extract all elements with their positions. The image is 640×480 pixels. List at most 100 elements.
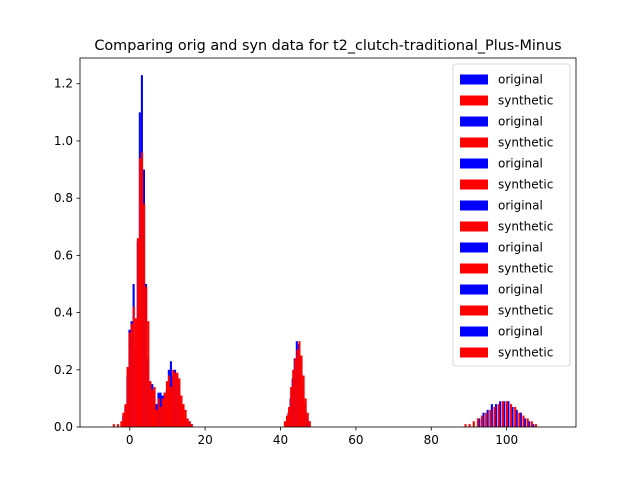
- legend-label-4: original: [498, 157, 543, 171]
- synthetic-bar-54: [481, 415, 484, 427]
- synthetic-bar-18: [153, 386, 156, 427]
- y-tick-label-3: 0.6: [54, 248, 73, 262]
- synthetic-bar-47: [304, 398, 307, 427]
- synthetic-bar-58: [497, 404, 500, 427]
- x-tick-label-5: 100: [495, 433, 518, 447]
- synthetic-bar-1: [116, 424, 120, 427]
- synthetic-bar-16: [149, 381, 152, 427]
- synthetic-bar-37: [283, 421, 286, 427]
- y-tick-label-1: 0.2: [54, 363, 73, 377]
- synthetic-bar-0: [112, 424, 115, 427]
- synthetic-bar-36: [190, 424, 193, 427]
- synthetic-bar-43: [296, 349, 299, 427]
- synthetic-bar-9: [134, 318, 137, 427]
- synthetic-bar-35: [188, 421, 191, 427]
- legend-label-6: original: [498, 199, 543, 213]
- legend-swatch-10: [460, 284, 488, 295]
- legend-label-0: original: [498, 73, 543, 87]
- legend-label-10: original: [498, 283, 543, 297]
- synthetic-bar-49: [308, 421, 311, 427]
- synthetic-bar-22: [161, 398, 164, 427]
- synthetic-bar-51: [468, 424, 471, 427]
- synthetic-bar-64: [522, 415, 525, 427]
- legend-swatch-7: [460, 221, 488, 232]
- synthetic-bar-8: [132, 306, 135, 427]
- synthetic-bar-60: [505, 401, 508, 427]
- synthetic-bar-4: [124, 404, 127, 427]
- legend-label-13: synthetic: [498, 346, 553, 360]
- x-axis: 0 20 40 60 80 100: [126, 427, 518, 447]
- original-bar-49: [490, 404, 493, 427]
- synthetic-bar-11: [138, 158, 142, 427]
- original-bar-52: [503, 401, 506, 427]
- synthetic-bar-28: [174, 372, 177, 427]
- chart-title: Comparing orig and syn data for t2_clutc…: [94, 38, 561, 54]
- legend-swatch-0: [460, 74, 488, 85]
- synthetic-bar-29: [176, 372, 179, 427]
- legend-label-9: synthetic: [498, 262, 553, 276]
- synthetic-bar-42: [294, 358, 297, 427]
- legend-swatch-4: [460, 158, 488, 169]
- legend-label-7: synthetic: [498, 220, 553, 234]
- synthetic-bar-6: [128, 332, 131, 427]
- synthetic-bar-61: [510, 404, 513, 427]
- synthetic-bar-14: [145, 286, 148, 427]
- original-bar-47: [482, 412, 485, 427]
- synthetic-bar-21: [159, 406, 162, 427]
- synthetic-bar-34: [186, 418, 189, 427]
- synthetic-bar-46: [302, 375, 305, 427]
- synthetic-bar-15: [147, 321, 150, 427]
- synthetic-bar-57: [493, 406, 496, 427]
- legend-label-12: original: [498, 325, 543, 339]
- original-bar-46: [478, 418, 481, 427]
- synthetic-bar-13: [143, 203, 146, 427]
- legend-box: [452, 63, 571, 367]
- synthetic-bar-20: [157, 398, 160, 427]
- legend: original synthetic original synthetic origin…: [452, 63, 571, 367]
- synthetic-bars: [112, 152, 537, 427]
- synthetic-bar-2: [120, 421, 123, 427]
- legend-label-11: synthetic: [498, 304, 553, 318]
- original-bar-53: [507, 401, 510, 427]
- y-tick-label-5: 1.0: [54, 134, 73, 148]
- legend-swatch-1: [460, 95, 488, 106]
- original-bar-56: [519, 412, 522, 427]
- synthetic-bar-25: [168, 375, 171, 427]
- synthetic-bar-33: [184, 409, 187, 427]
- synthetic-bar-53: [476, 418, 479, 427]
- original-bar-58: [528, 421, 531, 427]
- synthetic-bar-26: [170, 386, 173, 427]
- legend-label-3: synthetic: [498, 136, 553, 150]
- synthetic-bar-17: [151, 389, 154, 427]
- legend-label-5: synthetic: [498, 178, 553, 192]
- original-bar-59: [532, 424, 535, 427]
- legend-swatch-2: [460, 116, 488, 127]
- synthetic-bar-65: [526, 418, 529, 427]
- legend-swatch-8: [460, 242, 488, 253]
- legend-swatch-12: [460, 326, 488, 337]
- synthetic-bar-40: [290, 386, 293, 427]
- synthetic-bar-10: [136, 238, 139, 427]
- y-tick-label-0: 0.0: [54, 420, 73, 434]
- synthetic-bar-3: [122, 412, 125, 427]
- original-bar-57: [523, 418, 527, 427]
- synthetic-bar-48: [306, 412, 309, 427]
- synthetic-bar-32: [182, 404, 185, 427]
- synthetic-bar-66: [530, 421, 533, 427]
- synthetic-bar-23: [163, 392, 166, 427]
- legend-swatch-6: [460, 200, 488, 211]
- plot-area: [79, 57, 577, 428]
- synthetic-bar-67: [534, 424, 537, 427]
- x-tick-label-0: 0: [126, 433, 134, 447]
- original-bar-55: [515, 409, 518, 427]
- synthetic-bar-12: [141, 152, 144, 427]
- legend-swatch-3: [460, 137, 488, 148]
- axes-frame: [79, 57, 577, 428]
- synthetic-bar-30: [178, 378, 181, 427]
- legend-label-2: original: [498, 115, 543, 129]
- synthetic-bar-55: [485, 412, 488, 427]
- synthetic-bar-27: [172, 369, 175, 427]
- legend-swatch-11: [460, 305, 488, 316]
- original-bar-51: [499, 401, 502, 427]
